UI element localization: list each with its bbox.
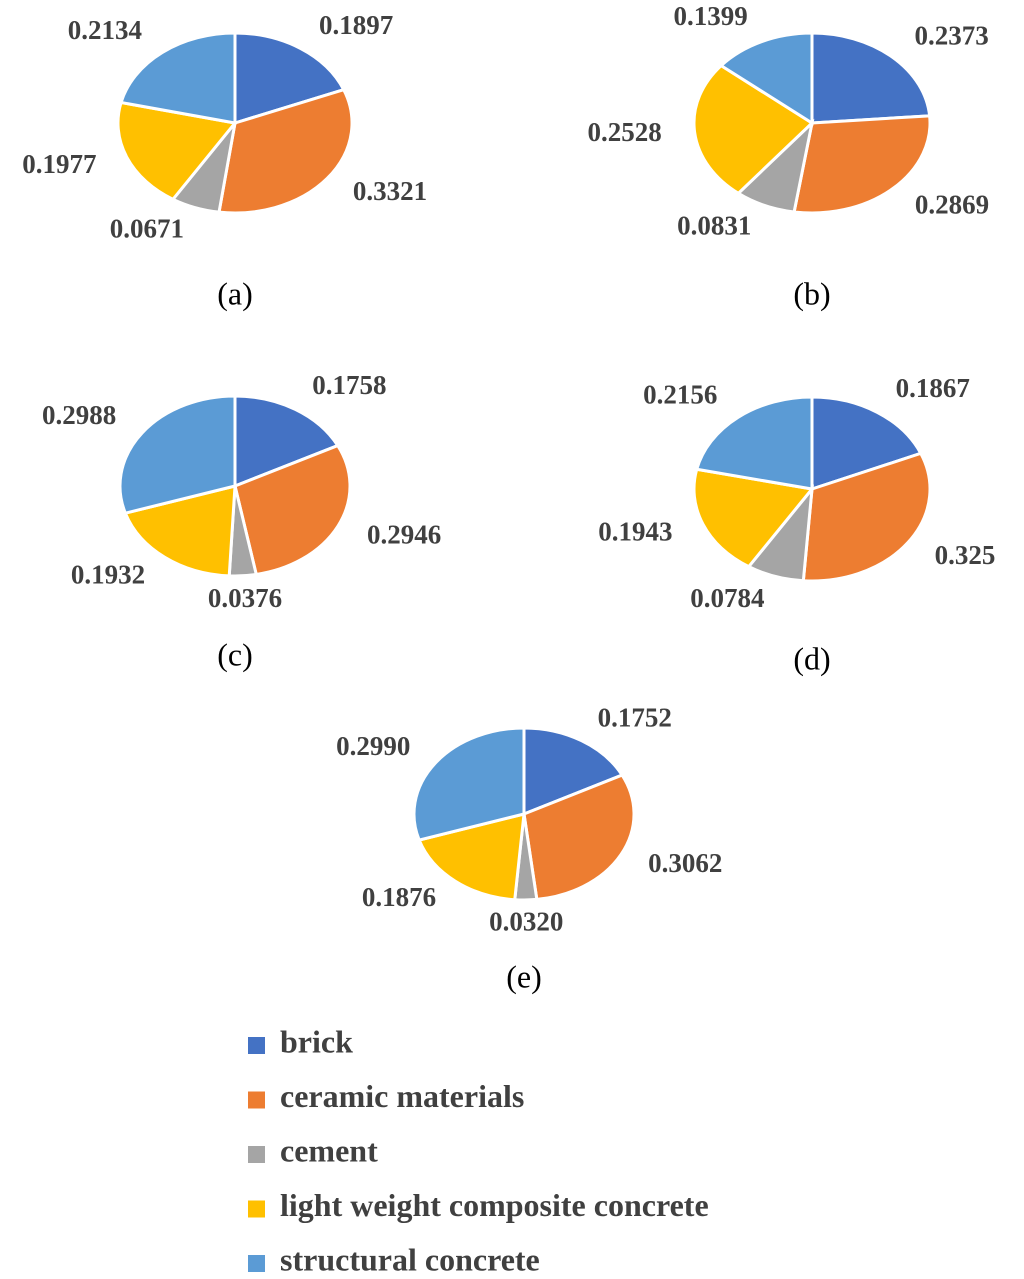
value-label: 0.2134 bbox=[68, 15, 142, 45]
value-label: 0.2946 bbox=[367, 519, 441, 549]
value-label: 0.2373 bbox=[914, 21, 988, 51]
pie-slice bbox=[233, 443, 352, 577]
pie-slice bbox=[718, 31, 814, 126]
pie-slice bbox=[692, 467, 815, 569]
pie-slice bbox=[417, 812, 526, 902]
value-label: 0.0376 bbox=[208, 583, 282, 613]
legend-label: brick bbox=[280, 1023, 353, 1059]
pie-slice bbox=[692, 63, 815, 196]
pie-slice bbox=[801, 451, 932, 583]
pie-slice bbox=[810, 31, 932, 125]
value-label: 0.2869 bbox=[915, 190, 989, 220]
legend-label: light weight composite concrete bbox=[280, 1187, 709, 1223]
legend-label: cement bbox=[280, 1132, 378, 1168]
value-label: 0.1867 bbox=[896, 373, 970, 403]
pie-slice bbox=[119, 31, 237, 125]
value-label: 0.2156 bbox=[643, 379, 717, 409]
value-label: 0.1897 bbox=[319, 10, 393, 40]
pie-slice bbox=[522, 773, 636, 902]
pie-slice bbox=[123, 484, 237, 578]
pie-slice bbox=[522, 726, 625, 817]
value-label: 0.2990 bbox=[336, 731, 410, 761]
value-label: 0.1752 bbox=[598, 702, 672, 732]
value-label: 0.1758 bbox=[312, 370, 386, 400]
value-label: 0.1876 bbox=[362, 882, 436, 912]
value-label: 0.0320 bbox=[489, 906, 563, 936]
legend-swatch bbox=[248, 1146, 265, 1163]
value-label: 0.1932 bbox=[71, 559, 145, 589]
value-label: 0.325 bbox=[935, 540, 996, 570]
pie-slice bbox=[233, 394, 340, 489]
pie-title: (d) bbox=[793, 640, 830, 676]
pie-title: (e) bbox=[506, 958, 542, 994]
pie-slice bbox=[694, 395, 814, 491]
value-label: 0.1943 bbox=[598, 516, 672, 546]
legend-swatch bbox=[248, 1037, 265, 1054]
pie-slice bbox=[792, 114, 932, 215]
legend-label: ceramic materials bbox=[280, 1078, 524, 1114]
pie-slice bbox=[810, 395, 923, 492]
pie-title: (c) bbox=[217, 636, 253, 672]
pie-title: (b) bbox=[793, 275, 830, 311]
value-label: 0.1977 bbox=[22, 149, 96, 179]
pie-slice bbox=[116, 100, 238, 202]
legend-swatch bbox=[248, 1200, 265, 1218]
value-label: 0.0671 bbox=[110, 214, 184, 244]
legend-swatch bbox=[248, 1255, 265, 1272]
value-label: 0.1399 bbox=[673, 1, 747, 31]
pie-slice bbox=[233, 31, 346, 126]
value-label: 0.0831 bbox=[677, 211, 751, 241]
value-label: 0.0784 bbox=[690, 583, 764, 613]
value-label: 0.3321 bbox=[353, 176, 427, 206]
pie-slice bbox=[118, 394, 237, 515]
value-label: 0.2528 bbox=[588, 117, 662, 147]
pie-slice bbox=[412, 726, 526, 842]
legend-swatch bbox=[248, 1091, 265, 1109]
value-label: 0.3062 bbox=[648, 848, 722, 878]
pie-slice bbox=[217, 87, 354, 215]
pie-title: (a) bbox=[217, 275, 253, 311]
value-label: 0.2988 bbox=[42, 400, 116, 430]
legend-label: structural concrete bbox=[280, 1241, 540, 1277]
